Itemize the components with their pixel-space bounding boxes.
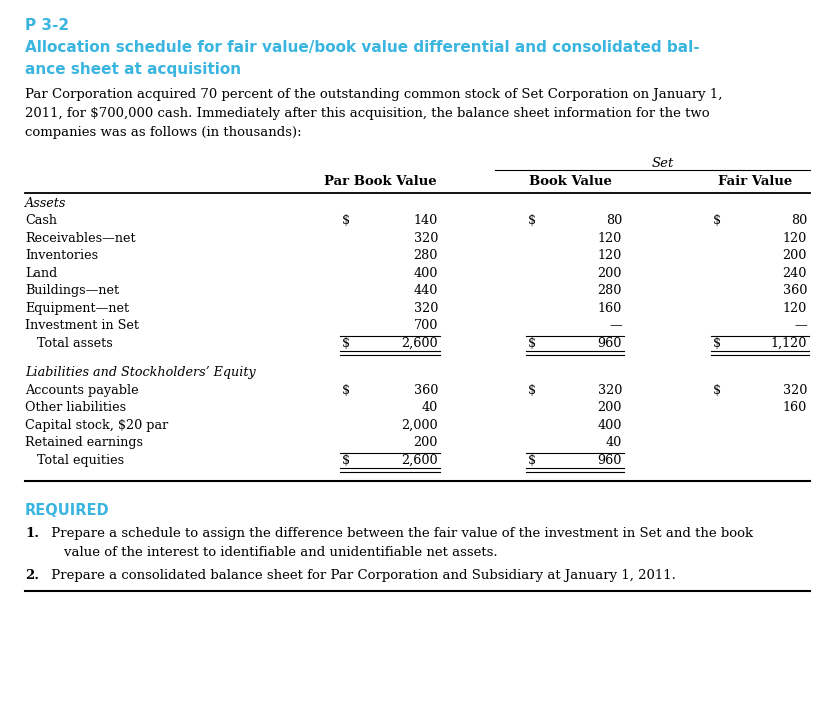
Text: 120: 120 [597,250,622,263]
Text: 2,600: 2,600 [401,337,438,350]
Text: $: $ [713,215,721,227]
Text: 1.: 1. [25,528,39,540]
Text: 120: 120 [597,232,622,245]
Text: $: $ [342,215,350,227]
Text: 320: 320 [414,302,438,315]
Text: 440: 440 [414,285,438,298]
Text: Buildings—net: Buildings—net [25,285,119,298]
Text: 80: 80 [790,215,807,227]
Text: 360: 360 [783,285,807,298]
Text: value of the interest to identifiable and unidentifiable net assets.: value of the interest to identifiable an… [47,547,498,560]
Text: 280: 280 [414,250,438,263]
Text: Total assets: Total assets [25,337,113,350]
Text: —: — [795,320,807,333]
Text: P 3-2: P 3-2 [25,18,69,33]
Text: 320: 320 [597,384,622,397]
Text: —: — [609,320,622,333]
Text: 240: 240 [783,267,807,280]
Text: 200: 200 [783,250,807,263]
Text: 120: 120 [783,302,807,315]
Text: 280: 280 [597,285,622,298]
Text: 200: 200 [597,267,622,280]
Text: $: $ [713,337,721,350]
Text: Accounts payable: Accounts payable [25,384,139,397]
Text: Set: Set [651,157,674,170]
Text: 200: 200 [414,437,438,449]
Text: Par Corporation acquired 70 percent of the outstanding common stock of Set Corpo: Par Corporation acquired 70 percent of t… [25,88,722,101]
Text: Fair Value: Fair Value [718,175,792,188]
Text: REQUIRED: REQUIRED [25,504,110,518]
Text: 40: 40 [606,437,622,449]
Text: Liabilities and Stockholders’ Equity: Liabilities and Stockholders’ Equity [25,366,255,379]
Text: 320: 320 [414,232,438,245]
Text: Prepare a consolidated balance sheet for Par Corporation and Subsidiary at Janua: Prepare a consolidated balance sheet for… [47,569,676,582]
Text: 200: 200 [597,402,622,414]
Text: 160: 160 [597,302,622,315]
Text: companies was as follows (in thousands):: companies was as follows (in thousands): [25,126,302,139]
Text: Equipment—net: Equipment—net [25,302,129,315]
Text: 2011, for $700,000 cash. Immediately after this acquisition, the balance sheet i: 2011, for $700,000 cash. Immediately aft… [25,107,710,120]
Text: 1,120: 1,120 [770,337,807,350]
Text: Inventories: Inventories [25,250,98,263]
Text: 140: 140 [414,215,438,227]
Text: Assets: Assets [25,197,67,210]
Text: 160: 160 [783,402,807,414]
Text: 40: 40 [422,402,438,414]
Text: Allocation schedule for fair value/book value differential and consolidated bal-: Allocation schedule for fair value/book … [25,40,700,55]
Text: Prepare a schedule to assign the difference between the fair value of the invest: Prepare a schedule to assign the differe… [47,528,753,540]
Text: $: $ [342,384,350,397]
Text: 700: 700 [414,320,438,333]
Text: 2.: 2. [25,569,39,582]
Text: Investment in Set: Investment in Set [25,320,139,333]
Text: $: $ [713,384,721,397]
Text: 80: 80 [606,215,622,227]
Text: 400: 400 [597,419,622,432]
Text: ance sheet at acquisition: ance sheet at acquisition [25,62,241,77]
Text: $: $ [528,384,536,397]
Text: Land: Land [25,267,57,280]
Text: $: $ [528,337,536,350]
Text: 960: 960 [597,454,622,467]
Text: Retained earnings: Retained earnings [25,437,143,449]
Text: 2,000: 2,000 [401,419,438,432]
Text: 120: 120 [783,232,807,245]
Text: Capital stock, $20 par: Capital stock, $20 par [25,419,168,432]
Text: Par Book Value: Par Book Value [324,175,436,188]
Text: 360: 360 [414,384,438,397]
Text: $: $ [528,454,536,467]
Text: $: $ [342,454,350,467]
Text: Cash: Cash [25,215,57,227]
Text: Other liabilities: Other liabilities [25,402,126,414]
Text: 2,600: 2,600 [401,454,438,467]
Text: 960: 960 [597,337,622,350]
Text: 400: 400 [414,267,438,280]
Text: $: $ [528,215,536,227]
Text: 320: 320 [783,384,807,397]
Text: Book Value: Book Value [528,175,612,188]
Text: $: $ [342,337,350,350]
Text: Receivables—net: Receivables—net [25,232,136,245]
Text: Total equities: Total equities [25,454,124,467]
